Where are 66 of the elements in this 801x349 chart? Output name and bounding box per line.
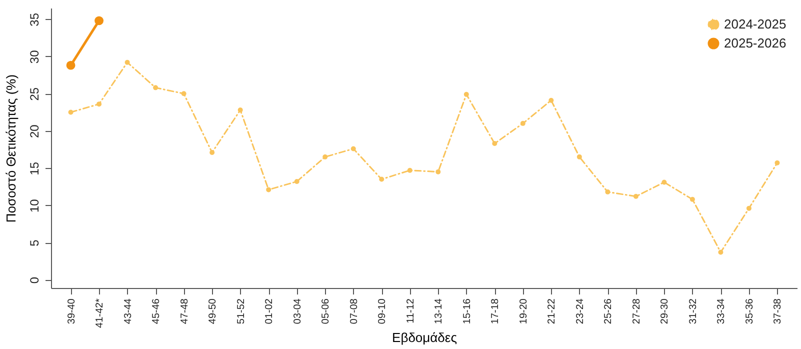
point <box>520 120 526 126</box>
point <box>633 194 638 199</box>
point <box>238 108 243 113</box>
x-tick-label: 51-52 <box>236 298 247 324</box>
legend-label: 2025-2026 <box>724 36 786 50</box>
x-tick-label: 21-22 <box>546 298 558 324</box>
x-axis-title: Εβδομάδες <box>392 330 457 345</box>
y-tick-label: 10 <box>28 198 42 213</box>
point <box>322 154 328 160</box>
y-axis-title: Ποσοστό Θετικότητας (%) <box>4 74 18 223</box>
point <box>153 85 158 90</box>
point <box>576 154 582 160</box>
point <box>464 92 469 97</box>
point <box>492 141 498 146</box>
x-tick-label: 07-08 <box>348 298 360 324</box>
point <box>124 60 130 65</box>
x-tick-label: 09-10 <box>377 298 388 324</box>
point <box>605 189 610 194</box>
point <box>548 98 554 103</box>
x-tick-label: 49-50 <box>208 298 219 324</box>
x-tick-label: 23-24 <box>574 298 586 324</box>
x-tick-label: 33-34 <box>716 298 728 324</box>
x-tick-label: 03-04 <box>292 298 304 324</box>
point <box>662 180 667 185</box>
x-tick-label: 13-14 <box>434 298 445 324</box>
x-tick-label: 27-28 <box>631 298 642 324</box>
point <box>266 187 272 192</box>
y-tick-label: 0 <box>28 276 42 284</box>
y-tick-label: 35 <box>28 12 42 26</box>
point <box>746 206 752 211</box>
point <box>294 179 300 184</box>
point <box>690 196 695 202</box>
x-tick-label: 19-20 <box>518 298 530 324</box>
point <box>436 169 441 174</box>
y-tick-label: 20 <box>28 124 42 138</box>
x-tick-label: 35-36 <box>744 298 756 324</box>
point <box>407 168 412 173</box>
point <box>181 91 186 96</box>
point <box>379 176 384 182</box>
point <box>66 60 76 70</box>
point <box>774 160 780 166</box>
x-tick-label: 41-42* <box>94 298 106 328</box>
x-tick-label: 31-32 <box>688 298 699 324</box>
x-tick-label: 05-06 <box>320 298 332 324</box>
x-tick-label: 17-18 <box>490 298 502 324</box>
point <box>210 150 215 155</box>
x-tick-label: 15-16 <box>462 298 473 324</box>
point <box>96 102 102 107</box>
legend-label: 2024-2025 <box>724 16 786 32</box>
x-tick-label: 45-46 <box>151 298 162 324</box>
point <box>350 146 356 152</box>
x-tick-label: 47-48 <box>179 298 190 324</box>
point <box>68 110 74 115</box>
x-tick-label: 29-30 <box>660 298 671 324</box>
y-tick-label: 5 <box>28 239 42 246</box>
x-tick-label: 01-02 <box>264 298 276 324</box>
y-tick-label: 30 <box>28 50 42 64</box>
x-tick-label: 39-40 <box>66 298 78 324</box>
y-tick-label: 25 <box>28 87 42 101</box>
x-tick-label: 25-26 <box>603 298 614 324</box>
y-tick-label: 15 <box>28 162 42 176</box>
x-tick-label: 37-38 <box>772 298 784 324</box>
x-tick-label: 43-44 <box>122 298 134 324</box>
x-tick-label: 11-12 <box>405 298 416 324</box>
point <box>94 16 104 26</box>
point <box>718 250 724 255</box>
